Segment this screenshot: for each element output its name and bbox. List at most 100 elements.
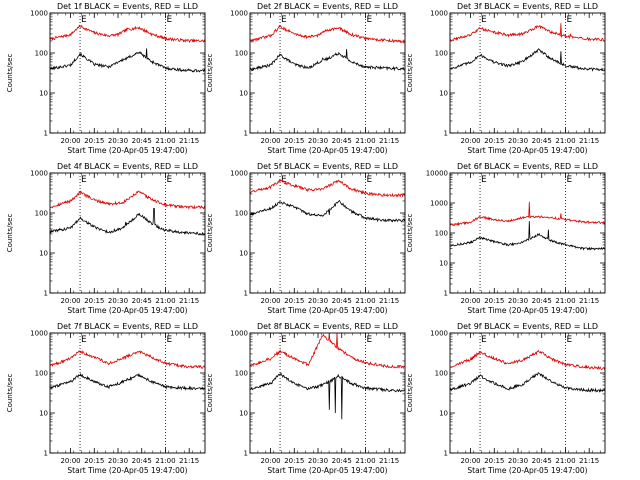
y-tick-label: 1: [244, 130, 248, 138]
y-tick-label: 10: [439, 260, 448, 268]
x-tick-label: 20:30: [108, 457, 128, 465]
x-tick-label: 21:15: [179, 137, 199, 145]
x-tick-label: 21:15: [379, 457, 399, 465]
marker-label: E: [366, 175, 372, 185]
events-series-line: [449, 48, 606, 72]
panel-2: Det 2f BLACK = Events, RED = LLD Counts/s…: [206, 2, 406, 155]
y-axis-label: Counts/sec: [406, 214, 414, 253]
lld-series-line: [49, 190, 206, 210]
marker-label: E: [81, 175, 87, 185]
x-tick-label: 20:45: [132, 297, 152, 305]
x-tick-label: 20:45: [132, 137, 152, 145]
y-tick-label: 1000: [230, 170, 248, 178]
marker-label: E: [366, 15, 372, 25]
plot-frame: [49, 172, 206, 294]
y-tick-label: 1: [244, 290, 248, 298]
marker-label: E: [81, 15, 87, 25]
marker-label: E: [166, 175, 172, 185]
marker-label: E: [166, 15, 172, 25]
marker-label: E: [566, 15, 572, 25]
x-axis-label: Start Time (20-Apr-05 19:47:00): [467, 466, 587, 475]
panel-title: Det 4f BLACK = Events, RED = LLD: [57, 162, 198, 171]
y-axis-label: Counts/sec: [206, 54, 214, 93]
panel-7: Det 7f BLACK = Events, RED = LLD Counts/s…: [6, 322, 206, 475]
y-tick-label: 100: [35, 50, 48, 58]
y-tick-label: 1000: [30, 330, 48, 338]
y-tick-label: 1: [444, 290, 448, 298]
x-tick-label: 20:45: [332, 297, 352, 305]
plot-frame: [449, 172, 606, 294]
y-tick-label: 1: [444, 450, 448, 458]
x-tick-label: 21:15: [179, 457, 199, 465]
y-tick-label: 10: [439, 90, 448, 98]
y-axis-label: Counts/sec: [206, 214, 214, 253]
x-tick-label: 20:00: [460, 137, 480, 145]
plot-frame: [249, 12, 406, 134]
events-series-line: [449, 372, 606, 393]
plot-frame: [49, 12, 206, 134]
events-series-line: [249, 49, 406, 72]
panel-1: Det 1f BLACK = Events, RED = LLD Counts/s…: [6, 2, 206, 155]
y-tick-label: 100: [435, 50, 448, 58]
x-tick-label: 21:00: [155, 137, 175, 145]
marker-label: E: [281, 175, 287, 185]
x-tick-label: 20:30: [108, 137, 128, 145]
x-tick-label: 20:00: [260, 457, 280, 465]
x-axis-label: Start Time (20-Apr-05 19:47:00): [467, 306, 587, 315]
x-tick-label: 20:45: [532, 137, 552, 145]
x-tick-label: 20:15: [284, 297, 304, 305]
x-tick-label: 21:00: [555, 137, 575, 145]
x-tick-label: 20:15: [484, 297, 504, 305]
x-tick-label: 20:00: [260, 297, 280, 305]
x-tick-label: 20:15: [84, 457, 104, 465]
x-tick-label: 20:15: [84, 137, 104, 145]
events-series-line: [249, 199, 406, 223]
x-tick-label: 21:00: [355, 457, 375, 465]
x-tick-label: 20:30: [308, 457, 328, 465]
x-tick-label: 20:45: [332, 457, 352, 465]
plot-frame: [249, 172, 406, 294]
y-tick-label: 1: [244, 450, 248, 458]
panel-8: Det 8f BLACK = Events, RED = LLD Counts/s…: [206, 322, 406, 475]
plot-frame: [449, 12, 606, 134]
x-tick-label: 20:00: [460, 457, 480, 465]
x-tick-label: 20:30: [508, 137, 528, 145]
marker-label: E: [81, 335, 87, 345]
plot-frame: [49, 332, 206, 454]
events-series-line: [49, 48, 206, 73]
y-axis-label: Counts/sec: [6, 374, 14, 413]
y-axis-label: Counts/sec: [206, 374, 214, 413]
plot-frame: [249, 332, 406, 454]
x-tick-label: 21:00: [555, 297, 575, 305]
y-axis-label: Counts/sec: [406, 374, 414, 413]
y-tick-label: 1000: [30, 170, 48, 178]
x-tick-label: 21:15: [579, 457, 599, 465]
x-axis-label: Start Time (20-Apr-05 19:47:00): [67, 466, 187, 475]
x-tick-label: 20:30: [508, 457, 528, 465]
x-tick-label: 21:15: [379, 137, 399, 145]
lld-series-line: [449, 349, 606, 371]
x-tick-label: 21:15: [379, 297, 399, 305]
x-tick-label: 21:15: [579, 137, 599, 145]
x-axis-label: Start Time (20-Apr-05 19:47:00): [67, 306, 187, 315]
events-series-line: [249, 372, 405, 420]
lld-series-line: [449, 201, 606, 227]
x-tick-label: 21:00: [355, 137, 375, 145]
y-tick-label: 1000: [230, 330, 248, 338]
y-tick-label: 100: [35, 210, 48, 218]
panel-title: Det 5f BLACK = Events, RED = LLD: [257, 162, 398, 171]
x-tick-label: 20:45: [132, 457, 152, 465]
panel-title: Det 2f BLACK = Events, RED = LLD: [257, 2, 398, 11]
x-axis-label: Start Time (20-Apr-05 19:47:00): [267, 146, 387, 155]
x-tick-label: 20:15: [284, 137, 304, 145]
x-tick-label: 20:00: [60, 297, 80, 305]
x-tick-label: 21:00: [555, 457, 575, 465]
x-tick-label: 20:00: [460, 297, 480, 305]
x-tick-label: 20:30: [308, 297, 328, 305]
panel-title: Det 1f BLACK = Events, RED = LLD: [57, 2, 198, 11]
x-tick-label: 20:30: [308, 137, 328, 145]
panel-3: Det 3f BLACK = Events, RED = LLD Counts/s…: [406, 2, 606, 155]
y-tick-label: 10: [239, 410, 248, 418]
x-tick-label: 20:00: [60, 457, 80, 465]
lld-series-line: [49, 350, 206, 370]
